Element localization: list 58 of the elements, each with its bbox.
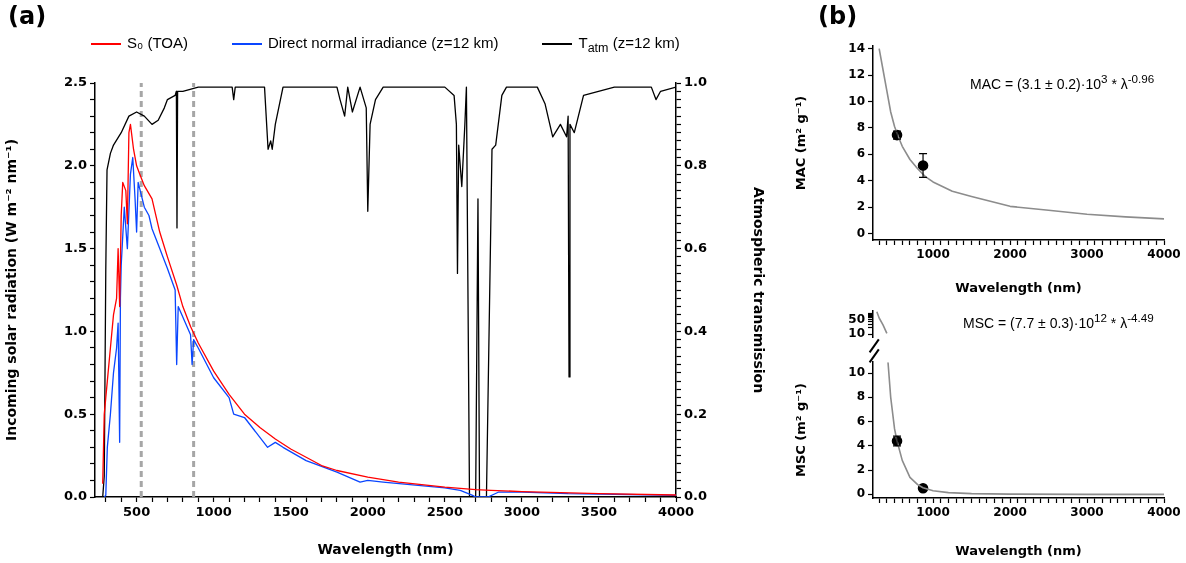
x-tick-label: 1500 <box>272 504 309 520</box>
y-tick-label: 10 <box>848 93 865 108</box>
legend-label: T$_{atm}$ (z=12 km) <box>577 34 680 55</box>
y-tick-label: 0 <box>856 225 865 240</box>
y-tick-label: 10 <box>848 365 865 380</box>
y-tick-label: 1.5 <box>63 239 87 255</box>
y2-tick-label: 0.6 <box>684 239 708 255</box>
y-tick-label: 0.0 <box>63 488 87 504</box>
x-tick-label: 1000 <box>916 505 950 520</box>
y-axis-title: Incoming solar radiation (W m⁻² nm⁻¹) <box>3 138 20 442</box>
y-tick-label: 4 <box>856 172 865 187</box>
y-tick-label: 50 <box>848 311 865 326</box>
legend-label: S₀ (TOA) <box>126 34 188 53</box>
y2-tick-label: 0.8 <box>684 157 708 173</box>
x-tick-label: 3000 <box>503 504 540 520</box>
y-tick-label: 8 <box>856 119 865 134</box>
chart-title: (b) <box>818 2 858 30</box>
y-tick-label: 10 <box>848 326 865 341</box>
y2-tick-label: 0.4 <box>684 322 708 338</box>
x-tick-label: 1000 <box>916 247 950 262</box>
y-tick-label: 12 <box>848 67 865 82</box>
x-tick-label: 4000 <box>1147 505 1181 520</box>
y2-tick-label: 0.2 <box>684 405 708 421</box>
y-tick-label: 2 <box>856 199 865 214</box>
y-tick-label: 2 <box>856 462 865 477</box>
annotation: MAC = (3.1 ± 0.2)·10$^{3}$ * λ$^{-0.96}$ <box>970 72 1155 92</box>
legend-label: Direct normal irradiance (z=12 km) <box>266 34 499 53</box>
y-tick-label: 2.0 <box>63 157 87 173</box>
y-tick-label: 0 <box>856 486 865 501</box>
y-tick-label: 2.5 <box>63 74 87 90</box>
y-tick-label: 8 <box>856 389 865 404</box>
x-tick-label: 2000 <box>349 504 386 520</box>
x-tick-label: 3500 <box>580 504 618 520</box>
y-tick-label: 14 <box>848 40 865 55</box>
y-axis-title: MSC (m² g⁻¹) <box>793 383 809 478</box>
x-tick-label: 2000 <box>993 247 1027 262</box>
x-tick-label: 4000 <box>1147 247 1181 262</box>
x-tick-label: 3000 <box>1070 505 1104 520</box>
y2-axis-title: Atmospheric transmission <box>750 186 767 394</box>
x-tick-label: 1000 <box>195 504 232 520</box>
y-axis-title: MAC (m² g⁻¹) <box>793 95 809 191</box>
x-tick-label: 500 <box>123 504 151 520</box>
y-tick-label: 1.0 <box>63 322 87 338</box>
x-tick-label: 4000 <box>657 504 695 520</box>
annotation: MSC = (7.7 ± 0.3)·10$^{12}$ * λ$^{-4.49}$ <box>963 311 1154 331</box>
y-tick-label: 6 <box>856 146 865 161</box>
y2-tick-label: 1.0 <box>684 74 708 90</box>
y-tick-label: 4 <box>856 437 865 452</box>
x-axis-title: Wavelength (nm) <box>317 541 454 558</box>
y-tick-label: 6 <box>856 413 865 428</box>
x-axis-title: Wavelength (nm) <box>955 279 1082 295</box>
x-tick-label: 3000 <box>1070 247 1104 262</box>
y2-tick-label: 0.0 <box>684 488 708 504</box>
chart-title: (a) <box>8 2 47 30</box>
y-tick-label: 0.5 <box>63 405 87 421</box>
x-tick-label: 2500 <box>426 504 463 520</box>
x-axis-title: Wavelength (nm) <box>955 542 1082 558</box>
x-tick-label: 2000 <box>993 505 1027 520</box>
